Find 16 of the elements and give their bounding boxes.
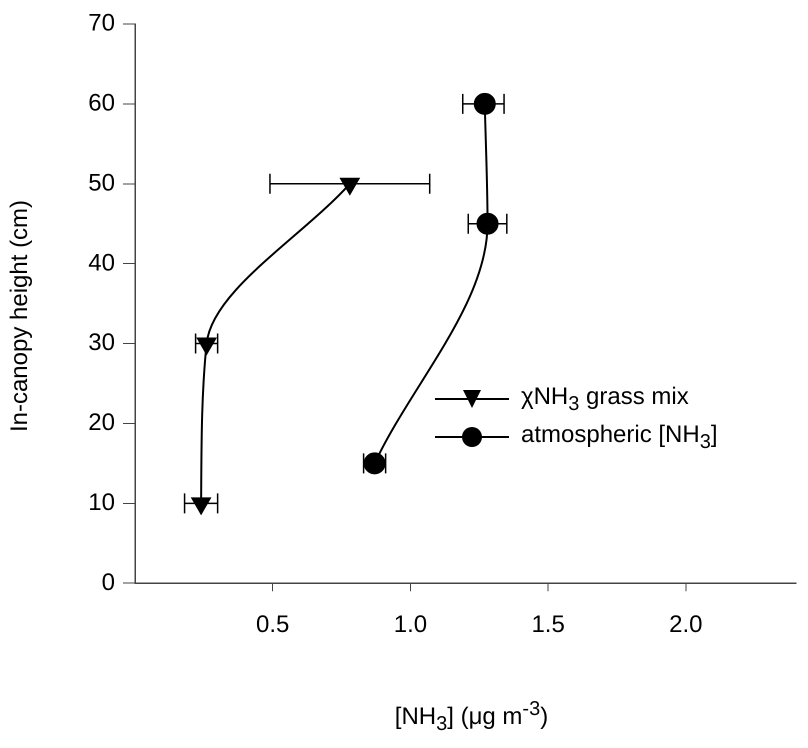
x-tick-label: 1.5	[531, 611, 565, 638]
y-tick-label: 10	[88, 488, 115, 516]
legend-label: atmospheric [NH$_{3}$]	[521, 420, 718, 454]
y-tick-label: 40	[88, 249, 115, 276]
y-tick-label: 30	[88, 329, 115, 356]
x-axis-title: [NH$_{3}$] (μg m$^{-3}$)	[394, 698, 550, 736]
y-tick-label: 0	[102, 568, 115, 596]
y-axis-title: In-canopy height (cm)	[6, 200, 34, 432]
x-tick-label: 0.5	[256, 611, 290, 638]
x-tick-label: 1.0	[394, 611, 428, 638]
y-tick-label: 70	[88, 10, 115, 37]
y-tick-label: 50	[88, 169, 115, 196]
y-tick-label: 20	[88, 409, 115, 436]
legend-label: χNH$_{3}$ grass mix	[521, 382, 689, 416]
x-tick-label: 2.0	[669, 611, 703, 638]
y-tick-label: 60	[88, 90, 115, 117]
